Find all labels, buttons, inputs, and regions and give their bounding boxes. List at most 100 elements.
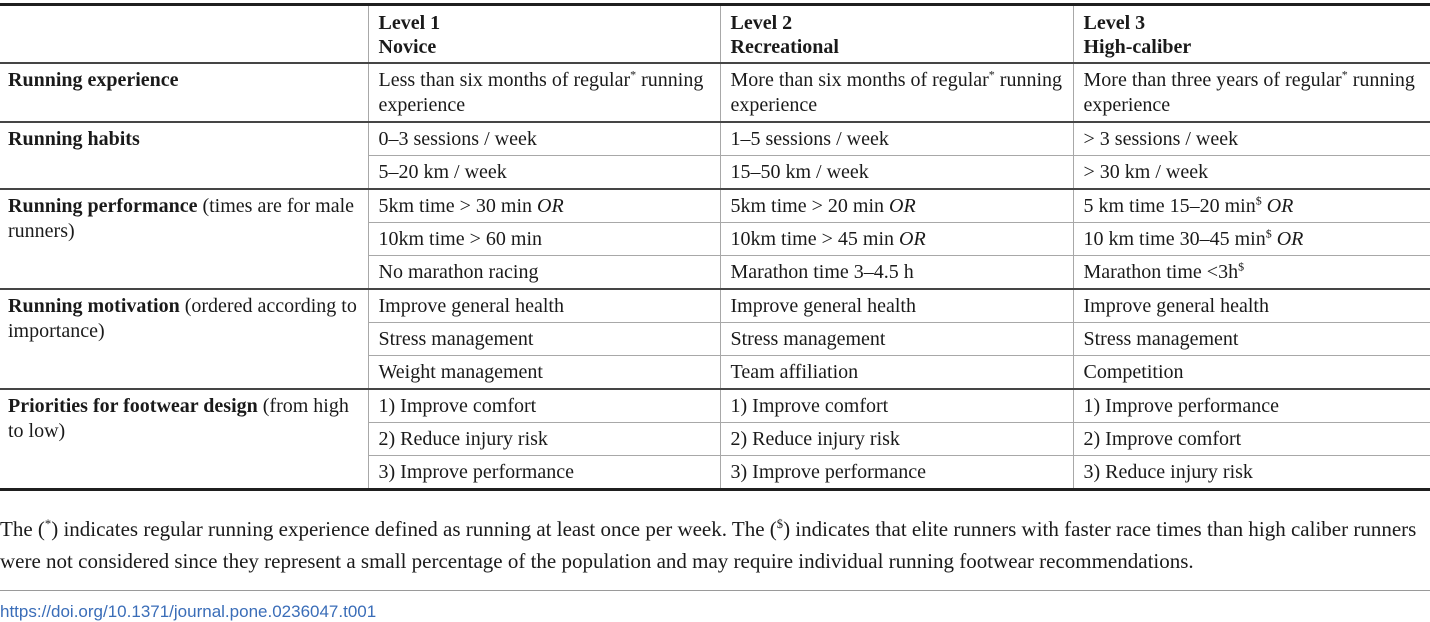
superscript-marker: $: [1238, 259, 1245, 274]
table-cell: 0–3 sessions / week: [367, 121, 720, 156]
header-level-1: Level 1 Novice: [367, 4, 720, 64]
header-level-2: Level 2 Recreational: [719, 4, 1073, 64]
superscript-marker: *: [44, 517, 52, 531]
text-segment: Team affiliation: [730, 361, 859, 383]
row-group-label-note: (times are for male runners): [8, 195, 355, 242]
table-row: 2) Reduce injury risk 2) Reduce injury ri…: [0, 422, 1430, 456]
text-segment: 10km time > 60 min: [378, 228, 543, 250]
table-cell: Less than six months of regular* running…: [367, 62, 720, 122]
text-segment: Stress management: [1083, 328, 1239, 350]
text-segment: 1) Improve comfort: [730, 395, 889, 417]
text-segment: Marathon time <3h: [1083, 261, 1239, 283]
superscript-marker: *: [630, 67, 637, 82]
runner-levels-table: Level 1 Novice Level 2 Recreational Leve…: [0, 3, 1430, 491]
table-row: Running motivation (ordered according to…: [0, 288, 1430, 389]
table-cell: 10km time > 60 min: [367, 222, 720, 256]
table-cell: 3) Reduce injury risk: [1072, 455, 1430, 490]
text-segment: More than three years of regular: [1083, 69, 1342, 91]
header-level-3-line1: Level 3: [1083, 12, 1146, 34]
text-segment: The (: [0, 517, 45, 541]
text-segment: Improve general health: [730, 295, 916, 317]
text-segment: 2) Improve comfort: [1083, 428, 1242, 450]
table-cell: Competition: [1072, 355, 1430, 389]
text-segment: 1) Improve performance: [1083, 395, 1279, 417]
text-segment: 3) Improve performance: [378, 461, 574, 483]
text-segment: Improve general health: [1083, 295, 1269, 317]
superscript-marker: *: [988, 67, 995, 82]
text-segment: 1) Improve comfort: [378, 395, 537, 417]
text-segment: 5km time > 30 min: [378, 195, 537, 217]
table-row: Running performance (times are for male …: [0, 188, 1430, 289]
text-segment: Competition: [1083, 361, 1184, 383]
row-group-label: Priorities for footwear design (from hig…: [0, 388, 368, 490]
text-segment: 0–3 sessions / week: [378, 128, 537, 150]
table-row: 10km time > 60 min 10km time > 45 min OR 1…: [0, 222, 1430, 256]
text-segment: 2) Reduce injury risk: [378, 428, 548, 450]
table-cell: More than six months of regular* running…: [719, 62, 1073, 122]
table-cell: No marathon racing: [367, 255, 720, 289]
text-segment: running experience: [1083, 69, 1415, 116]
table-cell: 2) Reduce injury risk: [367, 422, 720, 456]
table-cell: 5–20 km / week: [367, 155, 720, 189]
row-group-label: Running habits: [0, 121, 368, 189]
text-segment: ) indicates regular running experience d…: [51, 517, 777, 541]
table-cell: Stress management: [1072, 322, 1430, 356]
row-group-label-bold: Running motivation: [8, 295, 180, 317]
italic-text: OR: [889, 195, 916, 217]
italic-text: OR: [1276, 228, 1304, 250]
superscript-marker: $: [1255, 193, 1262, 208]
table-cell: Improve general health: [367, 288, 720, 323]
row-group-label: Running motivation (ordered according to…: [0, 288, 368, 389]
table-cell: Stress management: [719, 322, 1073, 356]
table-cell: Marathon time <3h$: [1072, 255, 1430, 289]
text-segment: 5km time > 20 min: [730, 195, 889, 217]
superscript-marker: $: [1265, 226, 1272, 241]
text-segment: 10 km time 30–45 min: [1083, 228, 1266, 250]
text-segment: Improve general health: [378, 295, 564, 317]
header-row: Level 1 Novice Level 2 Recreational Leve…: [0, 4, 1430, 64]
row-group-label-bold: Running habits: [8, 128, 140, 150]
table-cell: 5 km time 15–20 min$ OR: [1072, 188, 1430, 223]
header-level-1-line1: Level 1: [378, 12, 441, 34]
header-level-3: Level 3 High-caliber: [1072, 4, 1430, 64]
superscript-marker: *: [1341, 67, 1348, 82]
table-cell: 1) Improve comfort: [719, 388, 1073, 423]
table-row: 5–20 km / week 15–50 km / week > 30 km / w…: [0, 155, 1430, 189]
table-cell: 10 km time 30–45 min$ OR: [1072, 222, 1430, 256]
text-segment: 5–20 km / week: [378, 161, 507, 183]
header-empty-cell: [0, 4, 368, 64]
header-level-1-line2: Novice: [378, 36, 437, 58]
text-segment: 3) Reduce injury risk: [1083, 461, 1253, 483]
table-cell: More than three years of regular* runnin…: [1072, 62, 1430, 122]
row-group-label: Running performance (times are for male …: [0, 188, 368, 289]
table-cell: > 30 km / week: [1072, 155, 1430, 189]
italic-text: OR: [537, 195, 564, 217]
table-row: Priorities for footwear design (from hig…: [0, 388, 1430, 490]
table-cell: > 3 sessions / week: [1072, 121, 1430, 156]
table-row: Stress management Stress management Stress…: [0, 322, 1430, 356]
table-cell: Improve general health: [1072, 288, 1430, 323]
table-cell: 1–5 sessions / week: [719, 121, 1073, 156]
table-cell: 2) Improve comfort: [1072, 422, 1430, 456]
table-cell: 15–50 km / week: [719, 155, 1073, 189]
table-cell: 10km time > 45 min OR: [719, 222, 1073, 256]
table-cell: Team affiliation: [719, 355, 1073, 389]
superscript-marker: $: [776, 517, 784, 531]
row-group-label-bold: Running experience: [8, 69, 179, 91]
table-cell: 5km time > 30 min OR: [367, 188, 720, 223]
table-cell: Stress management: [367, 322, 720, 356]
table-cell: Improve general health: [719, 288, 1073, 323]
text-segment: 10km time > 45 min: [730, 228, 899, 250]
row-group-label-bold: Running performance: [8, 195, 198, 217]
text-segment: 15–50 km / week: [730, 161, 869, 183]
table-cell: Marathon time 3–4.5 h: [719, 255, 1073, 289]
italic-text: OR: [899, 228, 926, 250]
doi-link[interactable]: https://doi.org/10.1371/journal.pone.023…: [0, 602, 377, 621]
table-row: 3) Improve performance 3) Improve perform…: [0, 455, 1430, 490]
italic-text: OR: [1266, 195, 1294, 217]
text-segment: Less than six months of regular: [378, 69, 631, 91]
table-row: Running habits 0–3 sessions / week 1–5 ses…: [0, 121, 1430, 189]
text-segment: Stress management: [378, 328, 534, 350]
text-segment: 3) Improve performance: [730, 461, 926, 483]
text-segment: > 3 sessions / week: [1083, 128, 1239, 150]
